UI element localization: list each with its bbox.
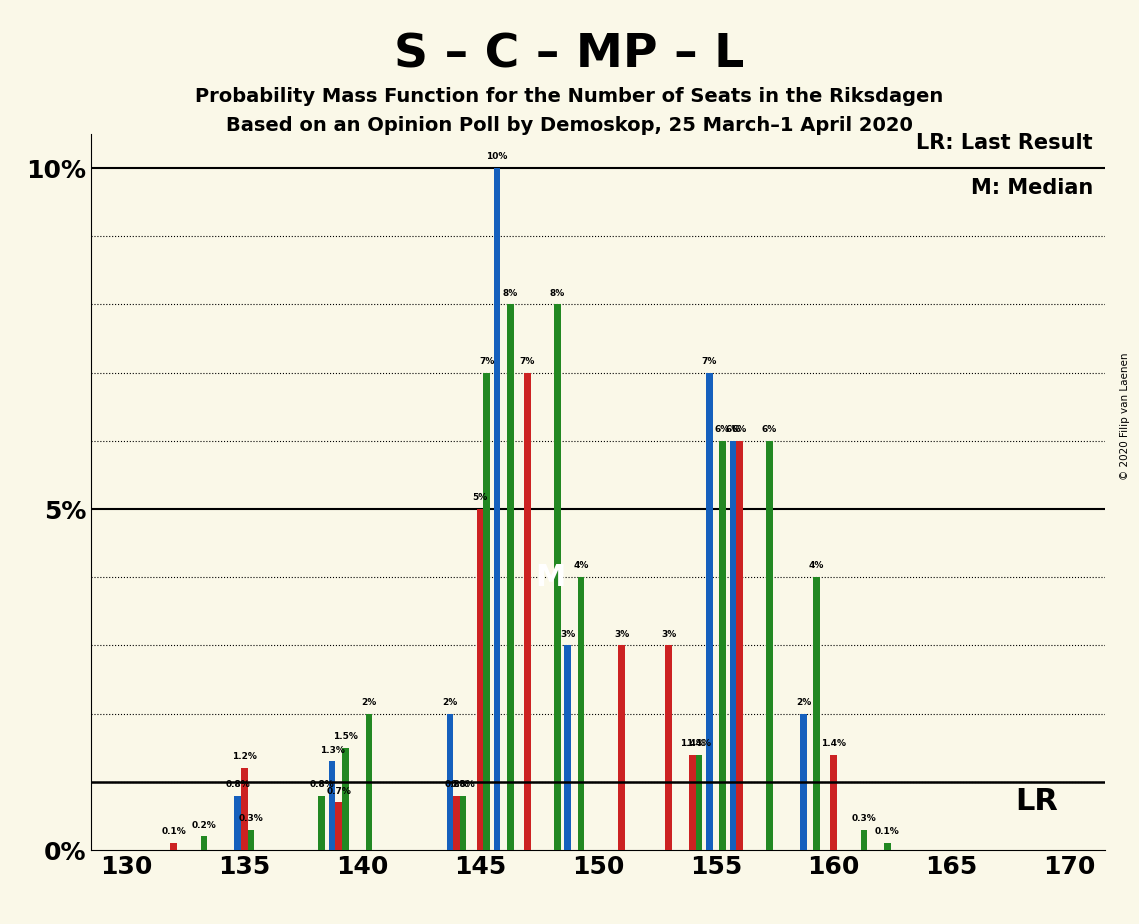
Text: LR: Last Result: LR: Last Result (917, 133, 1093, 152)
Bar (618, 646, 625, 850)
Text: 3%: 3% (661, 629, 677, 638)
Bar (729, 441, 736, 850)
Text: 8%: 8% (502, 288, 518, 298)
Bar (767, 441, 773, 850)
Bar (477, 509, 483, 850)
Text: 1.3%: 1.3% (320, 746, 344, 755)
Bar (696, 755, 702, 850)
Text: Probability Mass Function for the Number of Seats in the Riksdagen: Probability Mass Function for the Number… (196, 87, 943, 106)
Bar (335, 802, 342, 850)
Bar (342, 748, 349, 850)
Text: 10%: 10% (486, 152, 508, 162)
Text: 4%: 4% (809, 562, 825, 570)
Bar (460, 796, 467, 850)
Bar (241, 768, 247, 850)
Bar (689, 755, 696, 850)
Text: 8%: 8% (550, 288, 565, 298)
Text: 1.5%: 1.5% (333, 732, 358, 741)
Text: 0.3%: 0.3% (852, 814, 876, 822)
Text: 3%: 3% (614, 629, 629, 638)
Bar (719, 441, 726, 850)
Bar (555, 305, 560, 850)
Text: LR: LR (1015, 787, 1058, 816)
Bar (247, 830, 254, 850)
Bar (524, 372, 531, 850)
Text: 0.3%: 0.3% (238, 814, 263, 822)
Bar (329, 761, 335, 850)
Text: 0.7%: 0.7% (326, 786, 351, 796)
Text: 7%: 7% (702, 357, 716, 366)
Text: 7%: 7% (480, 357, 494, 366)
Bar (577, 578, 584, 850)
Bar (830, 755, 837, 850)
Bar (319, 796, 325, 850)
Bar (483, 372, 490, 850)
Bar (494, 168, 500, 850)
Bar (565, 646, 571, 850)
Bar (861, 830, 867, 850)
Text: 0.8%: 0.8% (226, 780, 251, 789)
Text: S – C – MP – L: S – C – MP – L (394, 32, 745, 78)
Bar (736, 441, 743, 850)
Text: Based on an Opinion Poll by Demoskop, 25 March–1 April 2020: Based on an Opinion Poll by Demoskop, 25… (226, 116, 913, 136)
Text: 0.1%: 0.1% (875, 827, 900, 836)
Text: 0.2%: 0.2% (191, 821, 216, 830)
Text: 3%: 3% (560, 629, 575, 638)
Bar (813, 578, 820, 850)
Text: 1.4%: 1.4% (680, 739, 705, 748)
Text: 4%: 4% (573, 562, 589, 570)
Text: 5%: 5% (473, 493, 487, 503)
Bar (171, 844, 177, 850)
Text: 1.4%: 1.4% (687, 739, 712, 748)
Text: 0.8%: 0.8% (310, 780, 334, 789)
Text: 2%: 2% (796, 698, 811, 707)
Bar (366, 713, 372, 850)
Bar (801, 713, 806, 850)
Text: 6%: 6% (726, 425, 740, 434)
Bar (507, 305, 514, 850)
Text: 1.2%: 1.2% (232, 752, 256, 761)
Text: 7%: 7% (519, 357, 535, 366)
Text: 6%: 6% (762, 425, 777, 434)
Text: 2%: 2% (442, 698, 458, 707)
Text: 0.8%: 0.8% (451, 780, 475, 789)
Text: M: Median: M: Median (970, 178, 1093, 199)
Bar (706, 372, 713, 850)
Bar (446, 713, 453, 850)
Bar (235, 796, 241, 850)
Text: 0.8%: 0.8% (444, 780, 469, 789)
Bar (884, 844, 891, 850)
Bar (453, 796, 460, 850)
Bar (200, 836, 207, 850)
Text: 2%: 2% (361, 698, 377, 707)
Text: 6%: 6% (731, 425, 747, 434)
Text: 1.4%: 1.4% (821, 739, 846, 748)
Text: 6%: 6% (715, 425, 730, 434)
Text: © 2020 Filip van Laenen: © 2020 Filip van Laenen (1121, 352, 1130, 480)
Text: M: M (535, 563, 566, 591)
Bar (665, 646, 672, 850)
Text: 0.1%: 0.1% (162, 827, 186, 836)
